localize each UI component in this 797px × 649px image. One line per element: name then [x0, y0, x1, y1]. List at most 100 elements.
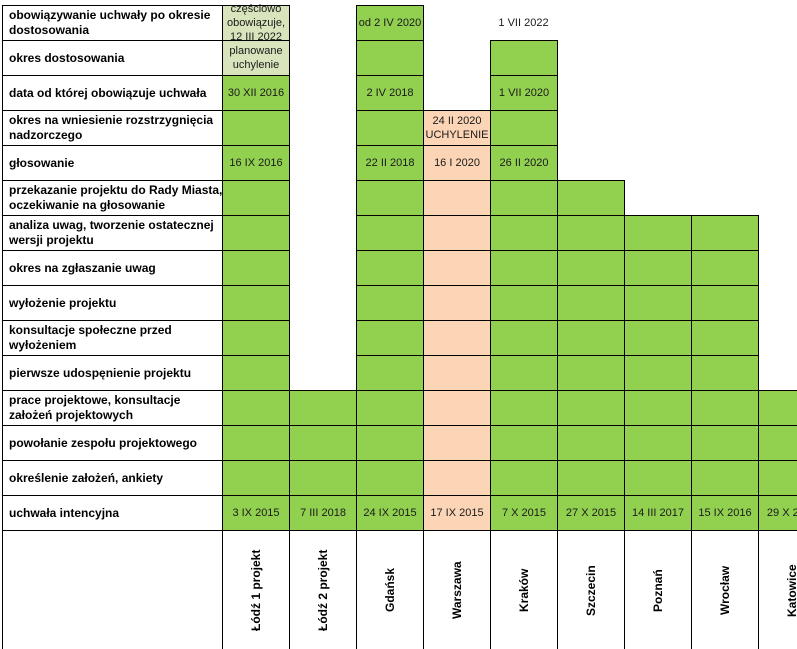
stage-bar-cell [557, 180, 625, 216]
stage-label: wyłożenie projektu [2, 285, 224, 321]
stage-bar-cell [222, 215, 290, 251]
stage-bar-cell [423, 425, 491, 461]
grid-line [222, 530, 223, 649]
city-label: Łódź 2 projekt [315, 549, 330, 631]
city-label: Szczecin [583, 564, 598, 616]
grid-line [557, 530, 558, 649]
stage-bar-cell [691, 285, 759, 321]
date-label: 3 IX 2015 [222, 495, 290, 531]
stage-bar-cell [356, 355, 424, 391]
date-label: 26 II 2020 [490, 145, 558, 181]
date-label: 24 IX 2015 [356, 495, 424, 531]
stage-bar-cell [289, 460, 357, 496]
city-label: Katowice [784, 563, 797, 617]
stage-label: przekazanie projektu do Rady Miasta, ocz… [2, 180, 224, 216]
stage-bar-cell [222, 320, 290, 356]
stage-bar-cell [356, 285, 424, 321]
stage-bar-cell [490, 285, 558, 321]
stage-bar-cell [691, 320, 759, 356]
stage-bar-cell [624, 390, 692, 426]
city-label: Gdańsk [382, 567, 397, 612]
stage-bar-cell [624, 355, 692, 391]
stage-bar-cell [557, 250, 625, 286]
stage-bar-cell [691, 425, 759, 461]
date-label: 1 VII 2022 [498, 16, 549, 29]
stage-label: powołanie zespołu projektowego [2, 425, 224, 461]
city-label: Łódź 1 projekt [248, 549, 263, 631]
stage-bar-cell [691, 250, 759, 286]
grid-line [758, 530, 759, 649]
stage-bar-cell [356, 390, 424, 426]
city-label: Wrocław [717, 565, 732, 615]
grid-line [423, 530, 424, 649]
stage-bar-cell [356, 215, 424, 251]
stage-bar-cell [222, 355, 290, 391]
city-label: Kraków [516, 568, 531, 612]
stage-label: głosowanie [2, 145, 224, 181]
stage-bar-cell [624, 320, 692, 356]
stage-bar-cell [356, 40, 424, 76]
stage-bar-cell [490, 390, 558, 426]
stage-bar-cell [557, 390, 625, 426]
stage-bar-cell [490, 215, 558, 251]
stage-bar-cell [222, 110, 290, 146]
stage-bar-cell [691, 215, 759, 251]
date-label: 29 X 2015 [758, 495, 797, 531]
stage-bar-cell [222, 425, 290, 461]
stage-label: okres dostosowania [2, 40, 224, 76]
date-label: 24 II 2020 UCHYLENIE [423, 110, 491, 146]
grid-line [356, 530, 357, 649]
stage-bar-cell [758, 390, 797, 426]
stage-bar-cell [423, 355, 491, 391]
stage-bar-cell [222, 285, 290, 321]
stage-bar-cell [356, 460, 424, 496]
stage-bar-cell [423, 180, 491, 216]
city-label: Poznań [650, 568, 665, 612]
stage-bar-cell [222, 250, 290, 286]
stage-label: pierwsze udospęnienie projektu [2, 355, 224, 391]
stage-label: określenie założeń, ankiety [2, 460, 224, 496]
date-label: 15 IX 2016 [691, 495, 759, 531]
stage-bar-cell [490, 250, 558, 286]
stage-bar-cell [624, 285, 692, 321]
stage-bar-cell [557, 425, 625, 461]
stage-bar-cell [624, 215, 692, 251]
stage-bar-cell [423, 250, 491, 286]
stage-bar-cell [557, 215, 625, 251]
stage-label: data od której obowiązuje uchwała [2, 75, 224, 111]
stage-bar-cell [356, 110, 424, 146]
stage-bar-cell [557, 320, 625, 356]
grid-line [691, 530, 692, 649]
grid-line [2, 530, 797, 531]
stage-label: konsultacje społeczne przed wyłożeniem [2, 320, 224, 356]
date-label: 30 XII 2016 [222, 75, 290, 111]
date-label: 1 VII 2020 [490, 75, 558, 111]
stage-bar-cell [624, 425, 692, 461]
stage-label: obowiązywanie uchwały po okresie dostoso… [2, 5, 224, 41]
date-label: 2 IV 2018 [356, 75, 424, 111]
stage-bar-cell [356, 320, 424, 356]
date-label: 27 X 2015 [557, 495, 625, 531]
stage-bar-cell [758, 460, 797, 496]
stage-bar-cell [691, 355, 759, 391]
stage-bar-cell [624, 460, 692, 496]
date-label: 7 X 2015 [490, 495, 558, 531]
stage-bar-cell [423, 285, 491, 321]
stage-bar-cell [490, 460, 558, 496]
stage-bar-cell [222, 390, 290, 426]
stage-bar-cell [490, 110, 558, 146]
stage-bar-cell [557, 460, 625, 496]
stage-label: analiza uwag, tworzenie ostatecznej wers… [2, 215, 224, 251]
stage-bar-cell [490, 425, 558, 461]
stage-bar-cell [557, 285, 625, 321]
stage-bar-cell [289, 390, 357, 426]
stage-bar-cell [758, 425, 797, 461]
stage-bar-cell [423, 460, 491, 496]
date-label: od 2 IV 2020 [356, 5, 424, 41]
stage-bar-cell [423, 390, 491, 426]
stage-bar-cell [222, 180, 290, 216]
stage-label: okres na wniesienie rozstrzygnięcia nadz… [2, 110, 224, 146]
stage-label: okres na zgłaszanie uwag [2, 250, 224, 286]
stage-bar-cell [691, 460, 759, 496]
